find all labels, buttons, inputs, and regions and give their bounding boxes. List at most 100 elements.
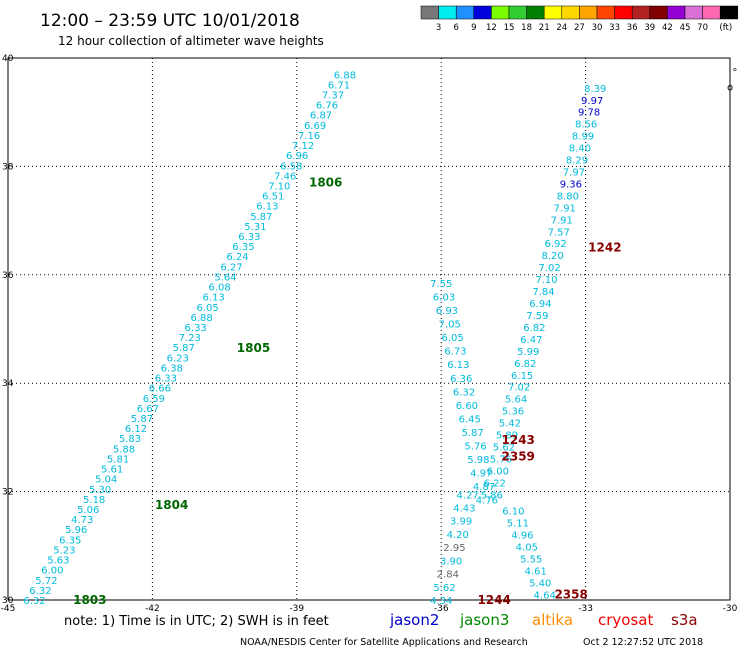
wave-height-point: 5.87: [462, 428, 484, 439]
wave-height-point: 6.35: [232, 242, 254, 253]
wave-height-point: 6.27: [220, 262, 242, 273]
wave-height-point: 7.05: [439, 320, 461, 331]
pass-label: 1244: [477, 593, 510, 607]
color-scale-label: 30: [592, 23, 603, 33]
color-scale-label: 6: [453, 23, 458, 33]
wave-height-point: 7.55: [430, 279, 452, 290]
color-swatch: [491, 5, 510, 20]
wave-height-point: 4.97: [470, 469, 492, 480]
wave-height-point: 4.27: [457, 490, 479, 501]
y-tick-label: 38: [2, 162, 14, 172]
wave-height-point: 6.13: [202, 293, 224, 304]
wave-height-point: 8.29: [566, 156, 588, 167]
color-swatch: [579, 5, 598, 20]
x-tick-label: -36: [434, 604, 449, 614]
footer-note: note: 1) Time is in UTC; 2) SWH is in fe…: [64, 614, 329, 629]
wave-height-point: 6.00: [487, 466, 509, 477]
color-swatch: [561, 5, 580, 20]
wave-height-point: 6.82: [514, 359, 536, 370]
wave-height-point: 6.67: [137, 404, 159, 415]
wave-height-point: 7.10: [535, 275, 557, 286]
wave-height-point: 6.36: [450, 374, 472, 385]
wave-height-point: 6.33: [238, 232, 260, 243]
wave-height-point: 6.32: [29, 586, 51, 597]
wave-height-point: 7.91: [554, 203, 576, 214]
wave-height-point: 6.13: [447, 360, 469, 371]
color-swatch: [543, 5, 563, 20]
wave-height-point: 6.38: [161, 363, 183, 374]
color-scale-label: 70: [697, 23, 708, 33]
wave-height-point: 6.24: [226, 252, 248, 263]
wave-height-point: 5.83: [119, 434, 141, 445]
wave-height-point: 5.76: [490, 454, 512, 465]
wave-height-point: 6.47: [520, 335, 542, 346]
wave-height-point: 8.80: [557, 191, 579, 202]
wave-height-point: 6.13: [256, 202, 278, 213]
color-scale-label: 42: [662, 23, 673, 33]
wave-height-point: 5.42: [499, 419, 521, 430]
color-scale-label: 39: [644, 23, 655, 33]
wave-height-point: 6.60: [456, 401, 478, 412]
wave-height-point: 6.32: [23, 596, 45, 607]
color-scale-legend: 3 6 9 12 15 18 21 24 27 30 33 36 39 42 45 70 (ft): [420, 5, 739, 33]
color-swatch: [526, 5, 545, 20]
color-swatch: [473, 5, 492, 20]
color-scale-unit: (ft): [719, 23, 732, 33]
wave-height-point: 5.87: [250, 212, 272, 223]
map-marker: o: [727, 83, 733, 94]
color-swatch: [631, 5, 651, 20]
pass-label: 1242: [588, 241, 621, 255]
wave-height-point: 4.87: [473, 482, 495, 493]
wave-height-point: 4.64: [534, 591, 556, 602]
wave-height-point: 6.51: [262, 192, 284, 203]
wave-height-point: 5.04: [95, 475, 117, 486]
wave-height-point: 6.32: [453, 387, 475, 398]
color-scale-label: 18: [521, 23, 532, 33]
wave-height-point: 8.20: [541, 251, 563, 262]
x-tick-label: -33: [578, 604, 593, 614]
footer-timestamp: Oct 2 12:27:52 UTC 2018: [583, 637, 703, 648]
wave-height-point: 7.12: [292, 141, 314, 152]
wave-height-point: 6.05: [441, 333, 463, 344]
wave-height-point: 6.96: [286, 151, 308, 162]
color-scale-label: 15: [504, 23, 515, 33]
wave-height-point: 6.59: [143, 394, 165, 405]
satellite-legend-item: s3a: [671, 611, 698, 629]
chart-title: 12:00 – 23:59 UTC 10/01/2018: [40, 11, 300, 31]
color-swatch: [455, 5, 475, 20]
wave-height-point: 6.23: [167, 353, 189, 364]
grid-lines: [8, 58, 730, 600]
satellite-legend: jason2 jason3 altika cryosat s3a: [389, 611, 698, 629]
wave-height-point: 6.12: [125, 424, 147, 435]
wave-height-point: 7.46: [274, 171, 296, 182]
wave-height-point: 6.73: [444, 347, 466, 358]
wave-height-point: 5.61: [101, 465, 123, 476]
x-tick-label: -30: [723, 604, 738, 614]
pass-label: 1805: [237, 341, 270, 355]
satellite-legend-item: jason2: [389, 611, 439, 629]
wave-height-point: 7.02: [538, 263, 560, 274]
color-swatch: [420, 5, 439, 20]
y-tick-label: 36: [2, 271, 14, 281]
pass-number-labels: 1803 1804 1805 1806 1242 1243 2359 1244 2358: [73, 176, 621, 607]
pass-label: 1243: [502, 433, 535, 447]
wave-height-point: 9.36: [560, 179, 582, 190]
color-scale-label: 12: [486, 23, 497, 33]
color-scale-label: 45: [680, 23, 691, 33]
wave-height-point: 4.34: [430, 596, 452, 607]
color-scale-label: 3: [436, 23, 441, 33]
wave-height-point: 6.94: [529, 299, 551, 310]
wave-height-point: 4.76: [476, 496, 498, 507]
y-axis-ticks: 30 32 34 36 38 40: [2, 54, 14, 606]
wave-height-point: 6.08: [208, 283, 230, 294]
wave-height-point: 5.11: [507, 519, 529, 530]
map-markers: o°: [727, 67, 737, 93]
wave-height-point: 5.62: [433, 583, 455, 594]
map-marker: °: [732, 67, 737, 78]
color-swatch: [667, 5, 686, 20]
wave-height-point: 5.62: [493, 442, 515, 453]
wave-height-point: 5.30: [89, 485, 111, 496]
wave-height-point: 4.73: [71, 515, 93, 526]
wave-height-point: 4.96: [511, 531, 533, 542]
wave-height-point: 5.36: [502, 407, 524, 418]
